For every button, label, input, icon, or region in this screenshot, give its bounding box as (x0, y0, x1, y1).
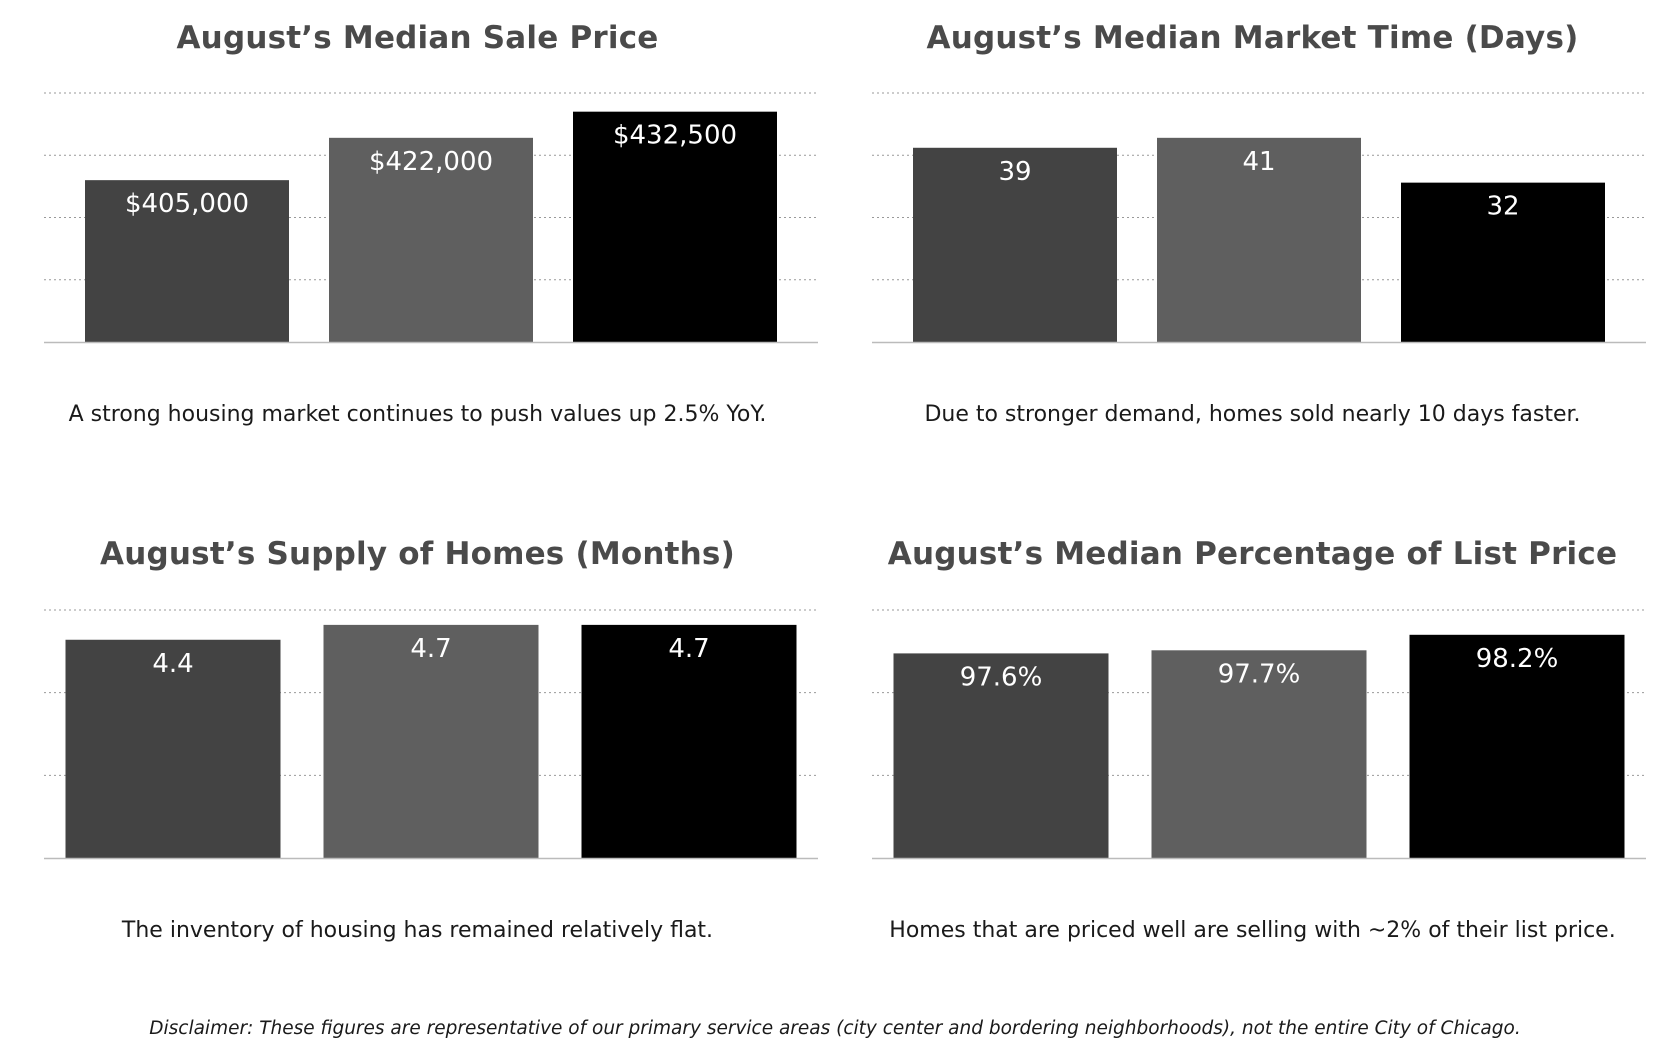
chart-panel-sale-price: August’s Median Sale Price $405,0002019$… (0, 0, 835, 500)
bar-chart-sale-price: $405,0002019$422,0002020$432,5002021 (44, 92, 818, 344)
chart-caption: A strong housing market continues to pus… (68, 402, 767, 427)
bar-2021 (1409, 634, 1625, 858)
chart-panel-supply: August’s Supply of Homes (Months) 4.4201… (0, 516, 835, 1016)
bar-value-label: 39 (998, 157, 1031, 187)
bar-value-label: 32 (1486, 192, 1519, 222)
bar-value-label: 4.4 (152, 649, 193, 679)
bar-value-label: 97.6% (960, 662, 1043, 692)
bar-2019 (85, 180, 289, 342)
chart-title: August’s Supply of Homes (Months) (100, 536, 735, 572)
bar-2021 (1401, 182, 1605, 342)
chart-panel-list-price: August’s Median Percentage of List Price… (835, 516, 1670, 1016)
chart-title: August’s Median Market Time (Days) (926, 20, 1579, 56)
bar-chart-list-price: 97.6%201997.7%202098.2%2021 (872, 609, 1646, 860)
bar-value-label: 98.2% (1476, 644, 1559, 674)
bar-2020 (1157, 137, 1361, 342)
disclaimer: Disclaimer: These figures are representa… (149, 1018, 1521, 1039)
bar-2019 (893, 653, 1109, 858)
bar-value-label: 4.7 (668, 634, 709, 664)
bar-value-label: 97.7% (1218, 659, 1301, 689)
chart-caption: Due to stronger demand, homes sold nearl… (924, 402, 1581, 427)
bar-2019 (65, 639, 281, 858)
bar-value-label: $422,000 (369, 147, 493, 177)
bar-value-label: 41 (1242, 147, 1275, 177)
chart-caption: The inventory of housing has remained re… (121, 918, 714, 943)
bar-2021 (581, 624, 797, 858)
bar-2020 (329, 137, 533, 342)
bar-2021 (573, 111, 777, 342)
bar-value-label: 4.7 (410, 634, 451, 664)
bar-2020 (1151, 650, 1367, 858)
chart-caption: Homes that are priced well are selling w… (889, 918, 1616, 943)
bar-chart-market-time: 392019412020322021 (872, 92, 1646, 344)
bar-value-label: $405,000 (125, 189, 249, 219)
bar-chart-supply: 4.420194.720204.72021 (44, 609, 818, 860)
chart-title: August’s Median Sale Price (176, 20, 659, 56)
bar-value-label: $432,500 (613, 121, 737, 151)
bar-2019 (913, 147, 1117, 342)
chart-title: August’s Median Percentage of List Price (887, 536, 1618, 572)
chart-panel-market-time: August’s Median Market Time (Days) 39201… (835, 0, 1670, 500)
bar-2020 (323, 624, 539, 858)
